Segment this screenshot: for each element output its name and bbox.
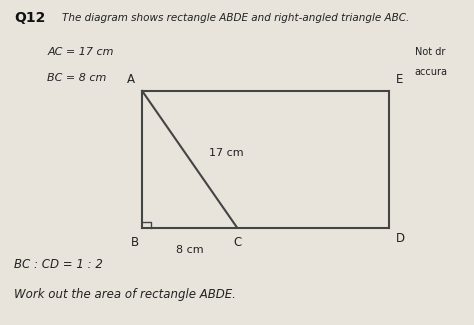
Text: Work out the area of rectangle ABDE.: Work out the area of rectangle ABDE. (14, 288, 236, 301)
Text: Not dr: Not dr (415, 47, 445, 57)
Text: accura: accura (415, 67, 448, 77)
Text: BC = 8 cm: BC = 8 cm (47, 73, 107, 83)
Text: The diagram shows rectangle ABDE and right-angled triangle ABC.: The diagram shows rectangle ABDE and rig… (62, 13, 409, 23)
Text: C: C (233, 236, 241, 249)
Text: 17 cm: 17 cm (209, 148, 243, 158)
Text: 8 cm: 8 cm (176, 245, 203, 255)
Text: B: B (131, 236, 139, 249)
Text: A: A (127, 73, 135, 86)
Text: D: D (396, 232, 405, 245)
Text: BC : CD = 1 : 2: BC : CD = 1 : 2 (14, 258, 103, 271)
Text: Q12: Q12 (14, 11, 46, 25)
Text: E: E (396, 73, 403, 86)
Text: AC = 17 cm: AC = 17 cm (47, 47, 114, 57)
